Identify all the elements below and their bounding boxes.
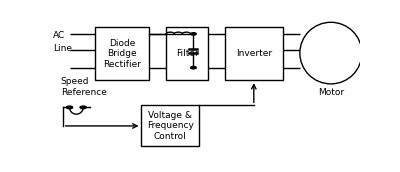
Text: Inverter: Inverter [236, 49, 272, 58]
Bar [142, 105, 199, 146]
Text: Motor: Motor [318, 88, 344, 97]
Bar [166, 27, 208, 80]
Text: Filter: Filter [176, 49, 198, 58]
Circle shape [191, 66, 196, 69]
Circle shape [66, 106, 73, 109]
Ellipse shape [300, 22, 362, 84]
Circle shape [191, 33, 196, 35]
Text: Diode
Bridge
Rectifier: Diode Bridge Rectifier [103, 39, 141, 69]
Bar [225, 27, 282, 80]
Circle shape [80, 106, 86, 109]
Text: AC: AC [53, 31, 65, 40]
Bar [95, 27, 149, 80]
Text: Speed
Reference: Speed Reference [61, 77, 107, 96]
Text: Line: Line [53, 44, 72, 53]
Text: Voltage &
Frequency
Control: Voltage & Frequency Control [147, 111, 194, 141]
